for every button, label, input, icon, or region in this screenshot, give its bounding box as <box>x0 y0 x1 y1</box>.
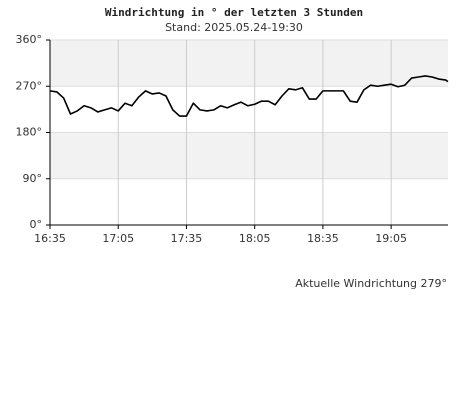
x-tick-label: 18:35 <box>307 232 339 245</box>
y-tick-label: 180° <box>16 126 43 139</box>
x-tick-label: 19:05 <box>375 232 407 245</box>
y-tick-label: 0° <box>30 218 43 231</box>
annotation: Aktuelle Windrichtung 279° <box>295 277 447 290</box>
x-tick-label: 18:05 <box>239 232 271 245</box>
x-tick-label: 17:35 <box>171 232 203 245</box>
x-tick-label: 17:05 <box>102 232 134 245</box>
chart-title: Windrichtung in ° der letzten 3 Stunden <box>105 6 363 19</box>
band <box>50 40 448 87</box>
bands <box>50 40 448 179</box>
y-tick-label: 360° <box>16 33 43 46</box>
chart-subtitle: Stand: 2025.05.24-19:30 <box>165 21 303 34</box>
x-tick-label: 16:35 <box>34 232 66 245</box>
line <box>49 75 449 117</box>
band <box>50 132 448 179</box>
y-tick-label: 90° <box>23 172 43 185</box>
y-tick-label: 270° <box>16 79 43 92</box>
